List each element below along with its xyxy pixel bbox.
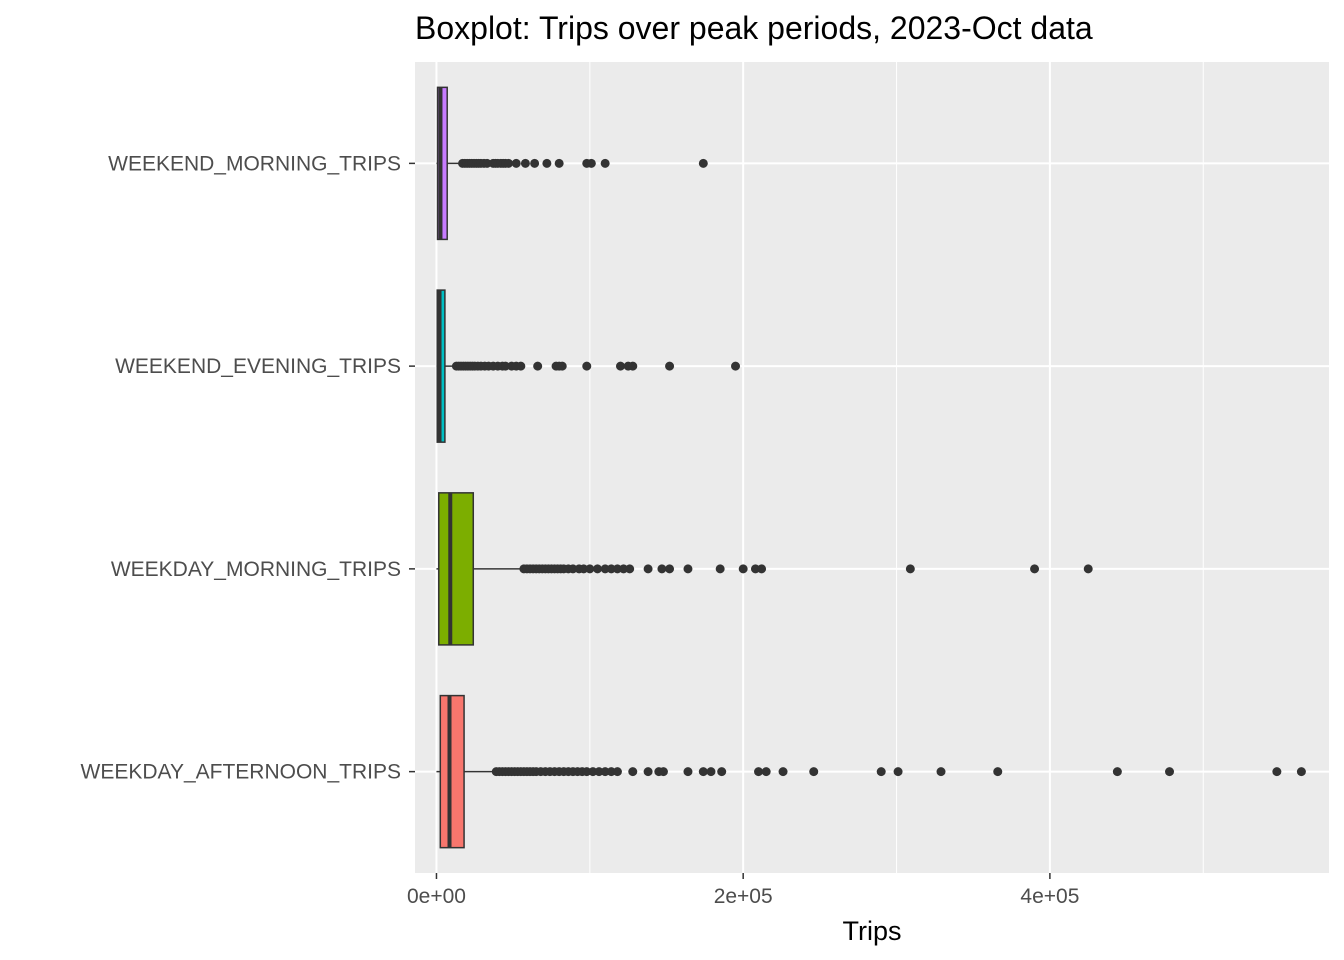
outlier-point bbox=[533, 361, 543, 371]
outlier-point bbox=[715, 564, 725, 574]
outlier-point bbox=[511, 158, 521, 168]
outlier-point bbox=[876, 767, 886, 777]
outlier-point bbox=[665, 564, 675, 574]
outlier-point bbox=[657, 564, 667, 574]
outlier-point bbox=[628, 361, 638, 371]
plot-panel bbox=[415, 62, 1329, 873]
outlier-point bbox=[592, 564, 602, 574]
outlier-point bbox=[520, 158, 530, 168]
outlier-point bbox=[706, 767, 716, 777]
outlier-point bbox=[625, 564, 635, 574]
outlier-point bbox=[683, 564, 693, 574]
y-tick-label: WEEKEND_MORNING_TRIPS bbox=[108, 152, 401, 175]
y-axis: WEEKEND_MORNING_TRIPS WEEKEND_EVENING_TRI… bbox=[81, 152, 415, 784]
outlier-point bbox=[658, 767, 668, 777]
outlier-point bbox=[936, 767, 946, 777]
y-tick-label: WEEKDAY_MORNING_TRIPS bbox=[111, 558, 401, 581]
outlier-point bbox=[893, 767, 903, 777]
y-tick-label: WEEKEND_EVENING_TRIPS bbox=[115, 355, 401, 378]
box-weekend-morning-trips bbox=[436, 86, 708, 241]
outlier-point bbox=[554, 158, 564, 168]
outlier-point bbox=[516, 361, 526, 371]
outlier-point bbox=[586, 158, 596, 168]
outlier-point bbox=[1030, 564, 1040, 574]
outlier-point bbox=[698, 158, 708, 168]
y-tick-label: WEEKDAY_AFTERNOON_TRIPS bbox=[81, 761, 402, 784]
outlier-point bbox=[778, 767, 788, 777]
box-iqr bbox=[438, 492, 475, 646]
x-tick-label: 0e+00 bbox=[407, 885, 466, 908]
boxes-layer bbox=[436, 86, 1306, 849]
outlier-point bbox=[698, 767, 708, 777]
outlier-point bbox=[643, 564, 653, 574]
box-weekday-morning-trips bbox=[436, 492, 1093, 646]
outlier-point bbox=[585, 564, 595, 574]
box-weekend-evening-trips bbox=[436, 289, 741, 443]
outlier-point bbox=[683, 767, 693, 777]
outlier-point bbox=[643, 767, 653, 777]
outlier-point bbox=[757, 564, 767, 574]
outlier-point bbox=[628, 767, 638, 777]
x-axis: 0e+00 2e+05 4e+05 bbox=[407, 873, 1079, 908]
outlier-point bbox=[738, 564, 748, 574]
outlier-point bbox=[600, 158, 610, 168]
outlier-point bbox=[582, 361, 592, 371]
box-iqr bbox=[439, 694, 465, 849]
outlier-point bbox=[993, 767, 1003, 777]
outlier-point bbox=[665, 361, 675, 371]
x-tick-label: 4e+05 bbox=[1020, 885, 1079, 908]
outlier-point bbox=[1165, 767, 1175, 777]
outlier-point bbox=[615, 361, 625, 371]
x-tick-label: 2e+05 bbox=[714, 885, 773, 908]
outlier-point bbox=[612, 767, 622, 777]
outlier-point bbox=[530, 158, 540, 168]
outlier-point bbox=[542, 158, 552, 168]
outlier-point bbox=[731, 361, 741, 371]
outlier-point bbox=[717, 767, 727, 777]
outlier-point bbox=[504, 158, 514, 168]
outlier-point bbox=[905, 564, 915, 574]
x-axis-title: Trips bbox=[843, 916, 902, 946]
outlier-point bbox=[1083, 564, 1093, 574]
box-weekday-afternoon-trips bbox=[436, 694, 1306, 849]
outlier-point bbox=[1112, 767, 1122, 777]
outlier-point bbox=[557, 361, 567, 371]
outlier-point bbox=[1272, 767, 1282, 777]
outlier-point bbox=[754, 767, 764, 777]
outlier-point bbox=[761, 767, 771, 777]
outlier-point bbox=[809, 767, 819, 777]
outlier-point bbox=[1296, 767, 1306, 777]
chart-title: Boxplot: Trips over peak periods, 2023-O… bbox=[415, 10, 1093, 46]
